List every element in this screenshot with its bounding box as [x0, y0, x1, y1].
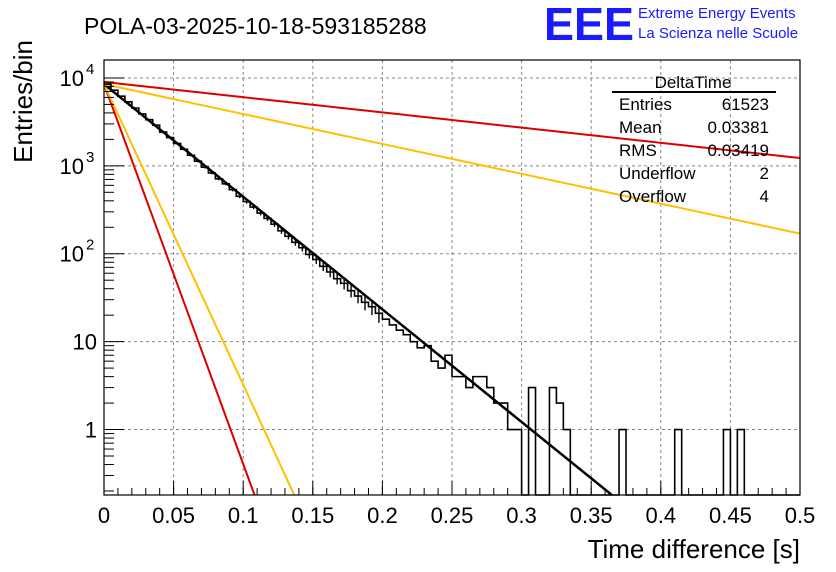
curve-red-slow [103, 80, 801, 160]
x-axis-label: Time difference [s] [588, 534, 800, 564]
curves [103, 80, 801, 496]
y-tick-label: 10 [60, 154, 84, 179]
axis-ticks [103, 77, 801, 495]
stats-row-value: 61523 [722, 95, 769, 114]
chart-title: POLA-03-2025-10-18-593185288 [84, 13, 427, 39]
logo-mark: EEE [544, 0, 634, 50]
x-tick-label: 0.35 [570, 503, 613, 528]
y-tick-label: 1 [85, 418, 97, 443]
x-tick-label: 0.1 [228, 503, 259, 528]
x-tick-label: 0.25 [431, 503, 474, 528]
curve-orange-fast [103, 83, 296, 496]
stats-row-value: 4 [760, 187, 769, 206]
eee-logo: EEE Extreme Energy Events La Scienza nel… [544, 0, 798, 50]
stats-box-rows: Entries 61523 Mean 0.03381 RMS 0.03419 Underfl… [619, 95, 769, 206]
x-tick-label: 0.2 [367, 503, 398, 528]
logo-line1: Extreme Energy Events [638, 5, 796, 22]
grid [104, 60, 800, 495]
stats-row-value: 2 [760, 164, 769, 183]
y-tick-exponent: 4 [86, 61, 94, 78]
x-tick-label: 0.15 [291, 503, 334, 528]
stats-box: DeltaTime Entries 61523 Mean 0.03381 RMS 0.03… [612, 73, 776, 206]
stats-row-label: Mean [619, 118, 662, 137]
x-tick-labels: 0 0.05 0.1 0.15 0.2 0.25 0.3 0.35 0.4 0.45 0.5 [98, 503, 815, 528]
x-tick-label: 0.05 [152, 503, 195, 528]
stats-row-value: 0.03419 [708, 141, 769, 160]
stats-row-label: Underflow [619, 164, 696, 183]
stats-box-title: DeltaTime [655, 73, 732, 92]
stats-row-label: Entries [619, 95, 672, 114]
x-tick-label: 0 [98, 503, 110, 528]
y-tick-label: 10 [60, 242, 84, 267]
y-tick-exponent: 3 [86, 149, 94, 166]
stats-row-label: RMS [619, 141, 657, 160]
curve-orange-slow [103, 83, 801, 235]
x-tick-label: 0.4 [646, 503, 677, 528]
stats-row-label: Overflow [619, 187, 687, 206]
x-tick-label: 0.3 [506, 503, 537, 528]
x-tick-label: 0.45 [709, 503, 752, 528]
logo-line2: La Scienza nelle Scuole [638, 25, 798, 42]
stats-row-value: 0.03381 [708, 118, 769, 137]
y-axis-label: Entries/bin [8, 40, 38, 163]
y-tick-label: 10 [73, 330, 97, 355]
y-tick-exponent: 2 [86, 237, 94, 254]
curve-red-fast [103, 83, 256, 496]
y-tick-label: 10 [60, 66, 84, 91]
x-tick-label: 0.5 [785, 503, 816, 528]
